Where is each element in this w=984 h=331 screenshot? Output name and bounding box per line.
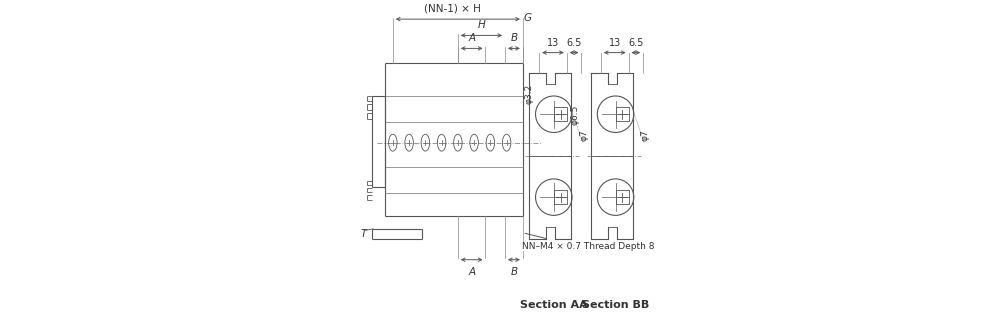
Text: Section AA: Section AA (520, 300, 587, 310)
Text: B: B (511, 33, 518, 43)
Text: B: B (511, 267, 518, 277)
Text: φ7: φ7 (641, 129, 650, 141)
Text: φ6.5: φ6.5 (570, 104, 579, 125)
Text: A: A (468, 267, 475, 277)
Text: 13: 13 (608, 38, 621, 48)
Text: T: T (360, 229, 367, 239)
Text: G: G (523, 13, 531, 23)
Text: A: A (468, 33, 475, 43)
Text: 6.5: 6.5 (628, 38, 644, 48)
Text: 6.5: 6.5 (567, 38, 582, 48)
Text: φ3.2: φ3.2 (524, 83, 533, 104)
Text: (NN-1) × H: (NN-1) × H (424, 3, 480, 13)
Text: H: H (477, 20, 485, 30)
Text: 13: 13 (547, 38, 559, 48)
Text: NN–M4 × 0.7 Thread Depth 8: NN–M4 × 0.7 Thread Depth 8 (522, 243, 654, 252)
Text: φ7: φ7 (580, 129, 588, 141)
Text: Section BB: Section BB (582, 300, 649, 310)
